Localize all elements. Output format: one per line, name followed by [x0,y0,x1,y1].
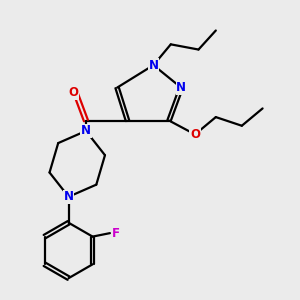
Text: N: N [176,81,186,94]
Text: N: N [148,58,158,72]
Text: N: N [81,124,91,137]
Text: O: O [69,86,79,99]
Text: N: N [64,190,74,203]
Text: F: F [112,226,120,240]
Text: O: O [190,128,200,141]
